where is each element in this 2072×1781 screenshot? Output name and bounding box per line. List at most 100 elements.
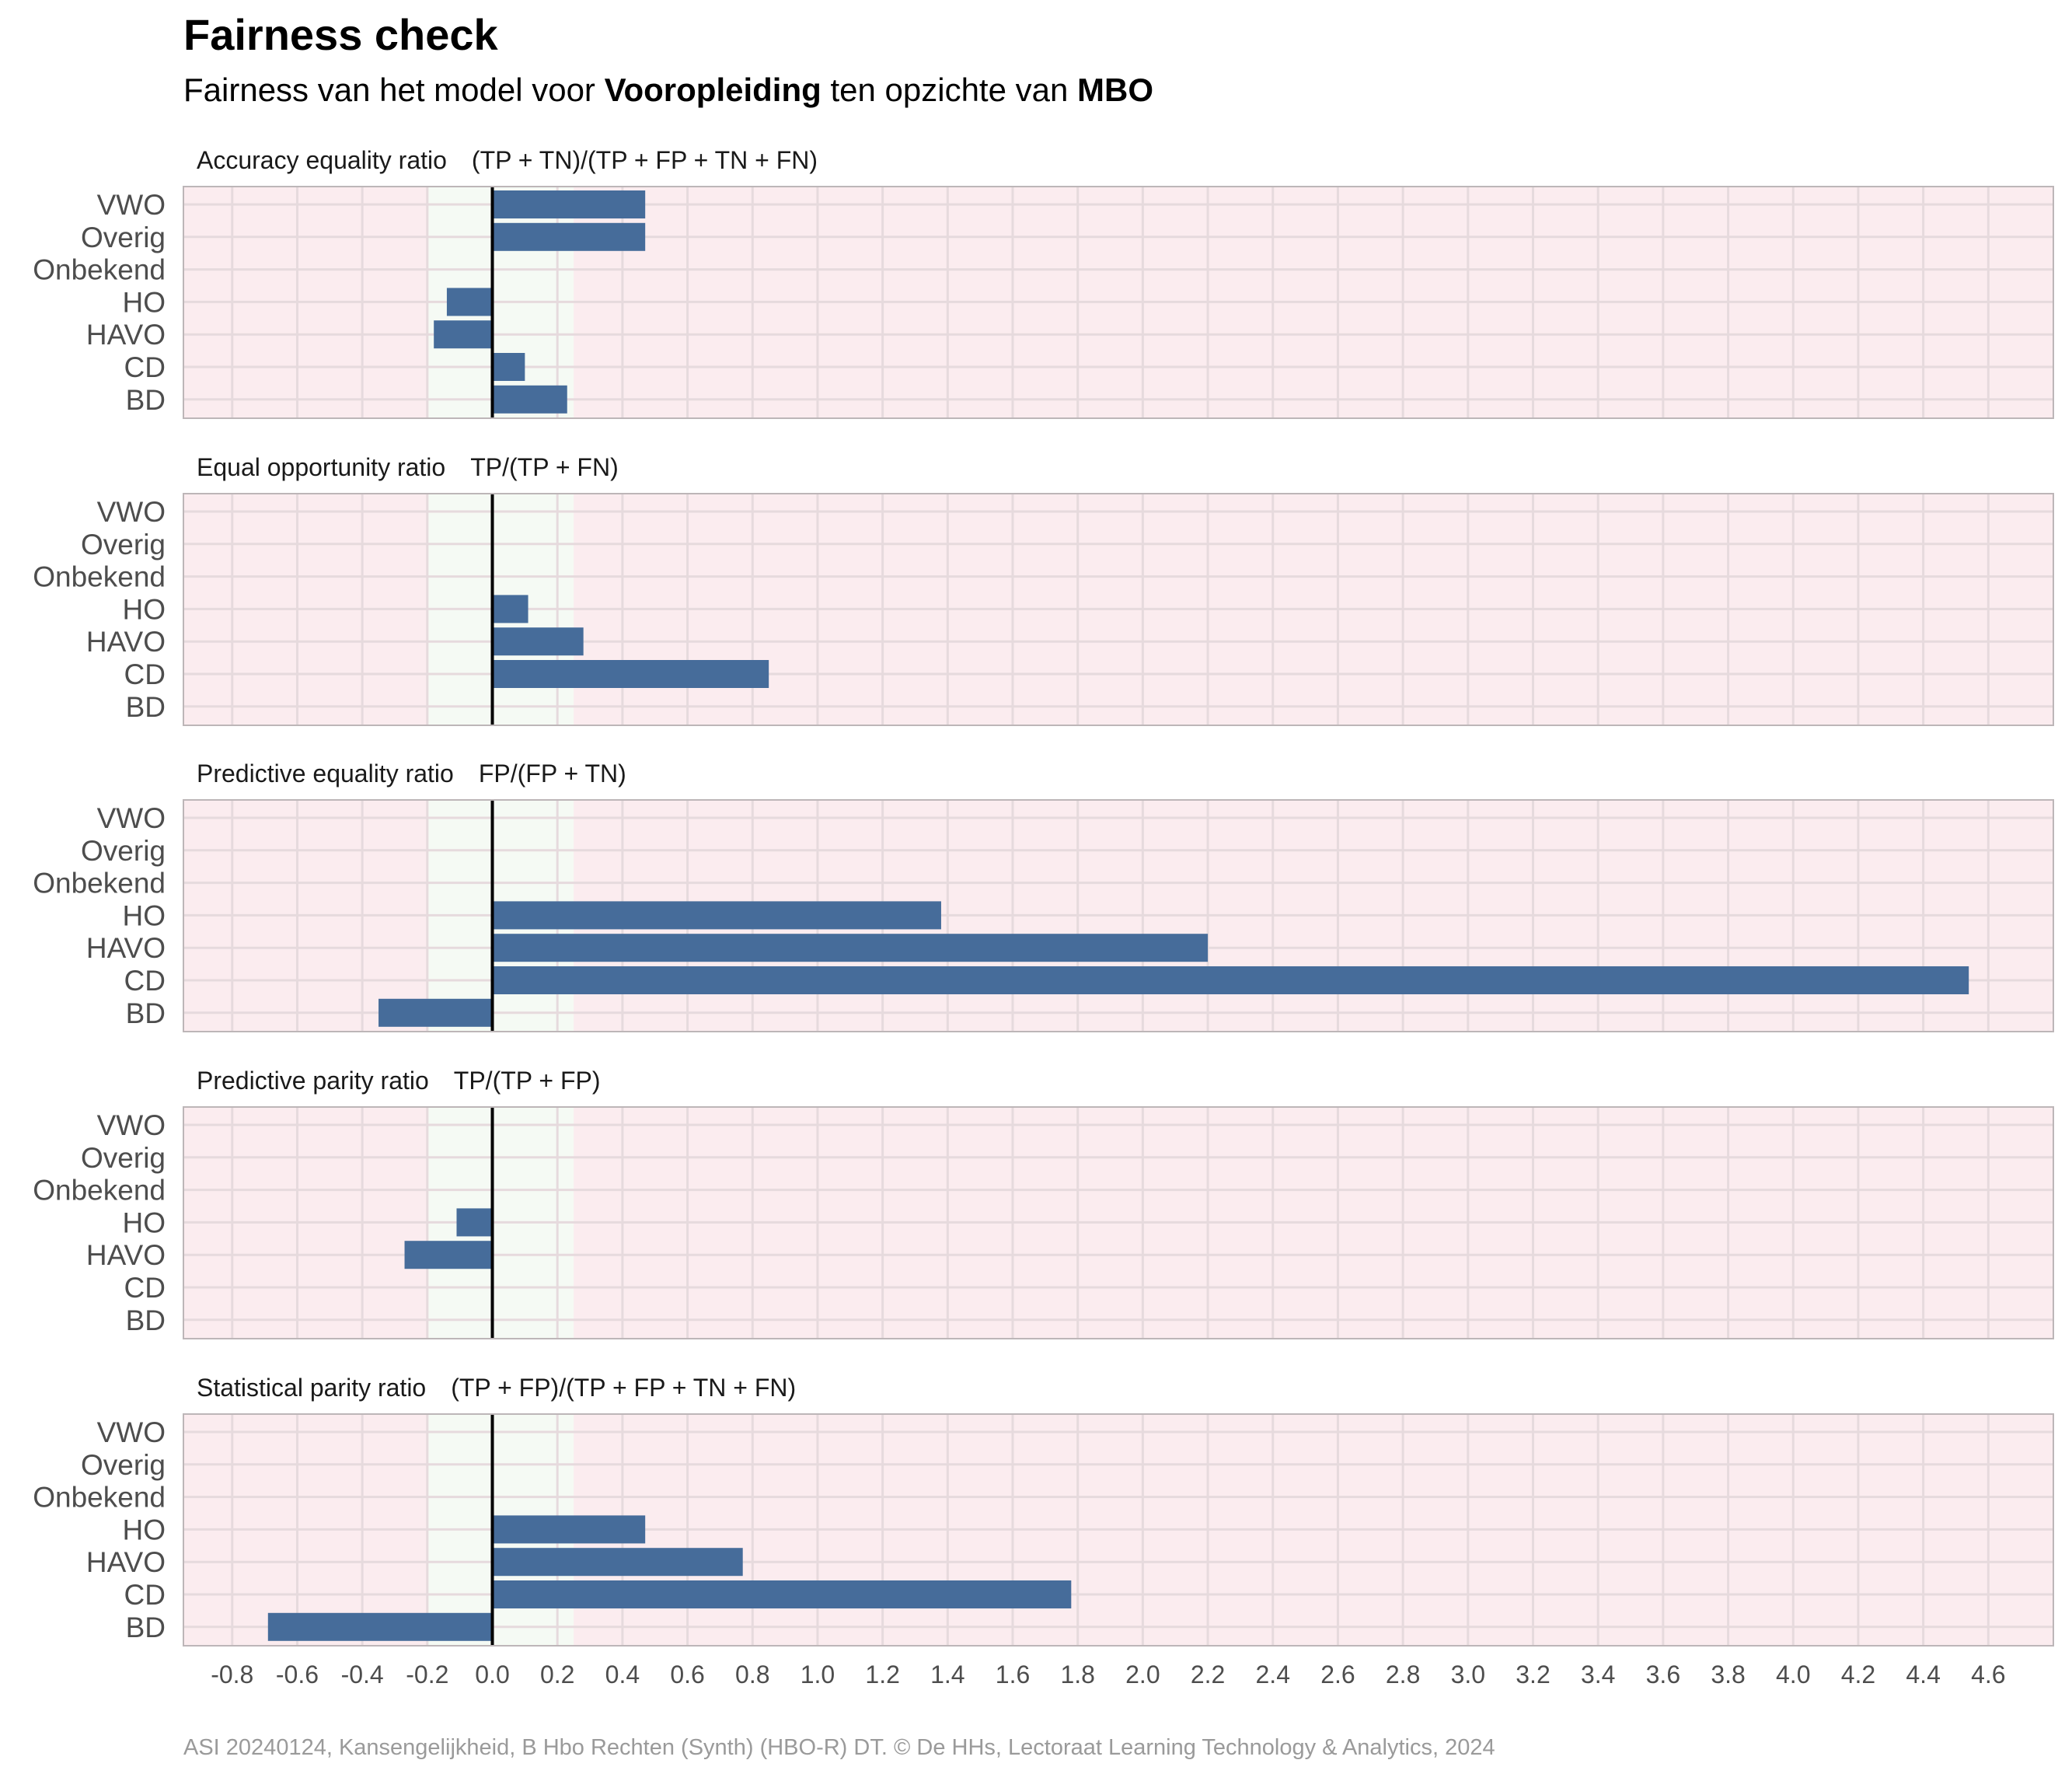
panel-border [183, 186, 2054, 419]
bar [492, 660, 769, 688]
x-tick-label: 1.2 [865, 1661, 899, 1688]
category-label: HO [123, 1207, 166, 1238]
x-tick-label: 3.2 [1516, 1661, 1550, 1688]
x-tick-label: 4.4 [1906, 1661, 1940, 1688]
category-label: Onbekend [33, 1482, 166, 1514]
category-label: HO [123, 286, 166, 318]
metric-name: Statistical parity ratio [197, 1374, 426, 1402]
category-label: CD [124, 965, 166, 997]
metric-name: Predictive equality ratio [197, 760, 454, 787]
x-tick-label: -0.2 [406, 1661, 448, 1688]
x-tick-label: 2.4 [1256, 1661, 1290, 1688]
category-label: CD [124, 658, 166, 690]
category-label: VWO [97, 1416, 166, 1448]
x-tick-label: 3.8 [1711, 1661, 1745, 1688]
category-label: Overig [81, 1449, 166, 1481]
category-label: HO [123, 593, 166, 625]
bar [492, 934, 1209, 962]
x-tick-label: 0.6 [670, 1661, 704, 1688]
panel-strip-title: Predictive equality ratio FP/(FP + TN) [197, 760, 626, 787]
x-tick-label: 4.0 [1776, 1661, 1810, 1688]
metric-name: Accuracy equality ratio [197, 146, 447, 174]
bar [492, 901, 941, 930]
chart-subtitle: Fairness van het model voor Vooropleidin… [183, 72, 1153, 109]
chart-caption: ASI 20240124, Kansengelijkheid, B Hbo Re… [183, 1735, 1495, 1760]
x-tick-label: -0.4 [341, 1661, 384, 1688]
metric-formula: (TP + TN)/(TP + FP + TN + FN) [472, 146, 818, 174]
category-label: CD [124, 1579, 166, 1611]
panel-border [183, 493, 2054, 726]
category-label: BD [126, 384, 166, 416]
category-label: HAVO [86, 626, 166, 658]
category-label: Overig [81, 529, 166, 560]
panel-border [183, 1106, 2054, 1339]
x-tick-label: 4.6 [1971, 1661, 2005, 1688]
bar [492, 1548, 743, 1577]
bar [492, 627, 584, 656]
category-label: Onbekend [33, 868, 166, 899]
category-label: BD [126, 691, 166, 723]
bar [378, 998, 493, 1027]
category-label: Overig [81, 222, 166, 253]
chart-title: Fairness check [183, 10, 498, 59]
category-label: Overig [81, 1142, 166, 1174]
category-label: HAVO [86, 1239, 166, 1271]
subtitle-reference: MBO [1077, 72, 1154, 108]
category-label: VWO [97, 1109, 166, 1141]
metric-name: Equal opportunity ratio [197, 453, 445, 481]
category-label: HAVO [86, 1546, 166, 1578]
category-label: HO [123, 899, 166, 931]
category-label: BD [126, 1612, 166, 1643]
bar [404, 1241, 493, 1269]
category-label: Onbekend [33, 561, 166, 593]
metric-formula: TP/(TP + FN) [470, 453, 619, 481]
category-label: BD [126, 1304, 166, 1336]
x-tick-label: 2.8 [1386, 1661, 1420, 1688]
category-label: CD [124, 1272, 166, 1304]
x-tick-label: 3.6 [1646, 1661, 1680, 1688]
x-tick-label: 2.0 [1125, 1661, 1160, 1688]
bar [492, 222, 646, 251]
category-label: HO [123, 1514, 166, 1545]
x-tick-label: 0.4 [605, 1661, 640, 1688]
metric-formula: TP/(TP + FP) [454, 1067, 601, 1095]
subtitle-group: Vooropleiding [604, 72, 821, 108]
x-tick-label: 1.4 [930, 1661, 964, 1688]
x-tick-label: 2.6 [1320, 1661, 1355, 1688]
bar [492, 353, 525, 381]
bar [492, 1515, 646, 1544]
category-label: CD [124, 351, 166, 383]
panel-strip-title: Accuracy equality ratio (TP + TN)/(TP + F… [197, 146, 818, 174]
panel-strip-title: Equal opportunity ratio TP/(TP + FN) [197, 453, 619, 481]
x-tick-label: 2.2 [1191, 1661, 1225, 1688]
x-tick-label: 3.0 [1451, 1661, 1485, 1688]
bar [492, 1580, 1072, 1608]
bar [434, 320, 493, 349]
bar [267, 1612, 493, 1641]
bar [456, 1208, 493, 1237]
x-tick-label: 1.6 [996, 1661, 1030, 1688]
x-tick-label: 1.0 [801, 1661, 835, 1688]
category-label: Onbekend [33, 254, 166, 286]
category-label: BD [126, 997, 166, 1029]
metric-formula: (TP + FP)/(TP + FP + TN + FN) [451, 1374, 796, 1402]
metric-name: Predictive parity ratio [197, 1067, 429, 1095]
x-tick-label: -0.8 [211, 1661, 253, 1688]
subtitle-middle: ten opzichte van [821, 72, 1078, 108]
bar [446, 288, 493, 316]
category-label: Overig [81, 835, 166, 867]
bar [492, 190, 646, 218]
category-label: VWO [97, 802, 166, 834]
bar [492, 595, 528, 623]
bar [492, 385, 567, 414]
panel-border [183, 799, 2054, 1032]
metric-formula: FP/(FP + TN) [479, 760, 626, 787]
x-tick-label: 4.2 [1841, 1661, 1875, 1688]
bar [492, 966, 1969, 994]
panel-strip-title: Statistical parity ratio (TP + FP)/(TP + … [197, 1374, 796, 1402]
x-tick-label: 3.4 [1581, 1661, 1615, 1688]
x-tick-label: 0.0 [475, 1661, 509, 1688]
x-tick-label: 0.2 [540, 1661, 574, 1688]
